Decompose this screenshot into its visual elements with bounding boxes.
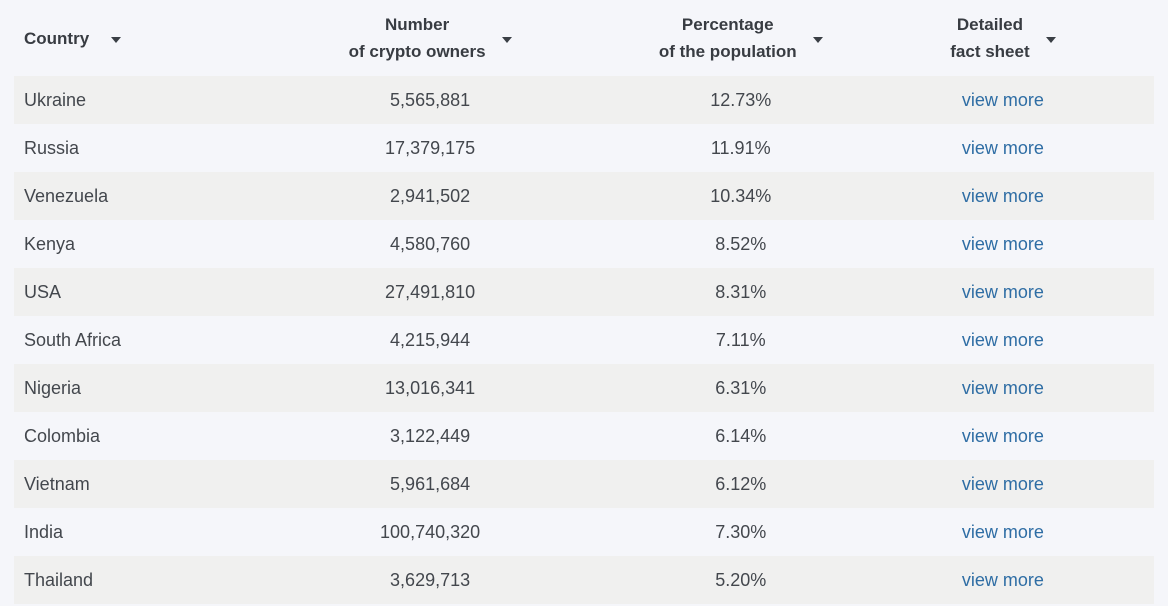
country-cell: India — [24, 521, 64, 542]
view-more-link[interactable]: view more — [961, 377, 1044, 398]
country-cell: Thailand — [24, 569, 94, 590]
view-more-link[interactable]: view more — [961, 521, 1044, 542]
column-header-fact-sheet[interactable]: Detailed fact sheet — [852, 11, 1154, 65]
percentage-cell: 8.31% — [715, 281, 767, 302]
fact-sheet-cell: view more — [852, 186, 1154, 207]
owners-cell: 27,491,810 — [385, 281, 476, 302]
country-cell: Colombia — [24, 425, 101, 446]
table-row: Ukraine 5,565,881 12.73% view more — [14, 76, 1154, 124]
sort-arrow-icon[interactable] — [1045, 36, 1056, 43]
header-line-1: Percentage — [681, 15, 774, 34]
fact-sheet-cell: view more — [852, 330, 1154, 351]
view-more-link[interactable]: view more — [961, 425, 1044, 446]
owners-cell: 4,580,760 — [390, 233, 471, 254]
country-cell: Ukraine — [24, 89, 87, 110]
header-line-1: Number — [384, 15, 450, 34]
column-header-country[interactable]: Country — [14, 25, 231, 52]
owners-cell: 4,215,944 — [390, 329, 471, 350]
column-header-crypto-owners-label: Number of crypto owners — [349, 11, 486, 65]
view-more-link[interactable]: view more — [961, 89, 1044, 110]
table-row: Nigeria 13,016,341 6.31% view more — [14, 364, 1154, 412]
percentage-cell: 12.73% — [710, 89, 772, 110]
country-cell: Vietnam — [24, 473, 90, 494]
table-row: Vietnam 5,961,684 6.12% view more — [14, 460, 1154, 508]
view-more-link[interactable]: view more — [961, 233, 1044, 254]
fact-sheet-cell: view more — [852, 570, 1154, 591]
table-row: Colombia 3,122,449 6.14% view more — [14, 412, 1154, 460]
fact-sheet-cell: view more — [852, 282, 1154, 303]
owners-cell: 2,941,502 — [390, 185, 471, 206]
owners-cell: 5,961,684 — [390, 473, 471, 494]
column-header-percentage-label: Percentage of the population — [659, 11, 797, 65]
owners-cell: 3,122,449 — [390, 425, 471, 446]
table-row: Kenya 4,580,760 8.52% view more — [14, 220, 1154, 268]
column-header-country-label: Country — [24, 28, 90, 48]
country-cell: Nigeria — [24, 377, 82, 398]
sort-arrow-icon[interactable] — [501, 36, 512, 43]
sort-arrow-icon[interactable] — [812, 36, 823, 43]
table-row: India 100,740,320 7.30% view more — [14, 508, 1154, 556]
percentage-cell: 6.31% — [715, 377, 767, 398]
country-cell: Kenya — [24, 233, 76, 254]
view-more-link[interactable]: view more — [961, 137, 1044, 158]
column-header-crypto-owners[interactable]: Number of crypto owners — [231, 11, 630, 65]
owners-cell: 13,016,341 — [385, 377, 476, 398]
percentage-cell: 8.52% — [715, 233, 767, 254]
header-line-2: of the population — [658, 42, 797, 61]
table-row: South Africa 4,215,944 7.11% view more — [14, 316, 1154, 364]
column-header-fact-sheet-label: Detailed fact sheet — [950, 11, 1029, 65]
table-row: Russia 17,379,175 11.91% view more — [14, 124, 1154, 172]
view-more-link[interactable]: view more — [961, 569, 1044, 590]
country-cell: USA — [24, 281, 62, 302]
table-row: Venezuela 2,941,502 10.34% view more — [14, 172, 1154, 220]
percentage-cell: 6.12% — [715, 473, 767, 494]
country-cell: Russia — [24, 137, 80, 158]
percentage-cell: 5.20% — [715, 569, 767, 590]
table-row: USA 27,491,810 8.31% view more — [14, 268, 1154, 316]
owners-cell: 100,740,320 — [380, 521, 481, 542]
table-header-row: Country Number of crypto owners Percenta… — [14, 0, 1154, 76]
owners-cell: 17,379,175 — [385, 137, 476, 158]
fact-sheet-cell: view more — [852, 138, 1154, 159]
header-line-2: of crypto owners — [348, 42, 486, 61]
view-more-link[interactable]: view more — [961, 281, 1044, 302]
owners-cell: 3,629,713 — [390, 569, 471, 590]
fact-sheet-cell: view more — [852, 90, 1154, 111]
view-more-link[interactable]: view more — [961, 185, 1044, 206]
view-more-link[interactable]: view more — [961, 473, 1044, 494]
fact-sheet-cell: view more — [852, 234, 1154, 255]
fact-sheet-cell: view more — [852, 426, 1154, 447]
fact-sheet-cell: view more — [852, 378, 1154, 399]
percentage-cell: 7.30% — [715, 521, 767, 542]
owners-cell: 5,565,881 — [390, 89, 471, 110]
crypto-owners-table: Country Number of crypto owners Percenta… — [14, 0, 1154, 604]
sort-arrow-icon[interactable] — [111, 36, 122, 43]
percentage-cell: 11.91% — [710, 137, 771, 158]
column-header-percentage[interactable]: Percentage of the population — [630, 11, 852, 65]
percentage-cell: 10.34% — [710, 185, 772, 206]
percentage-cell: 6.14% — [715, 425, 767, 446]
country-cell: Venezuela — [24, 185, 109, 206]
header-line-2: fact sheet — [950, 42, 1030, 61]
fact-sheet-cell: view more — [852, 474, 1154, 495]
country-cell: South Africa — [24, 329, 122, 350]
fact-sheet-cell: view more — [852, 522, 1154, 543]
header-line-1: Detailed — [956, 15, 1023, 34]
table-row: Thailand 3,629,713 5.20% view more — [14, 556, 1154, 604]
view-more-link[interactable]: view more — [961, 329, 1044, 350]
percentage-cell: 7.11% — [715, 329, 766, 350]
table-body: Ukraine 5,565,881 12.73% view more Russia 17,… — [14, 76, 1154, 604]
